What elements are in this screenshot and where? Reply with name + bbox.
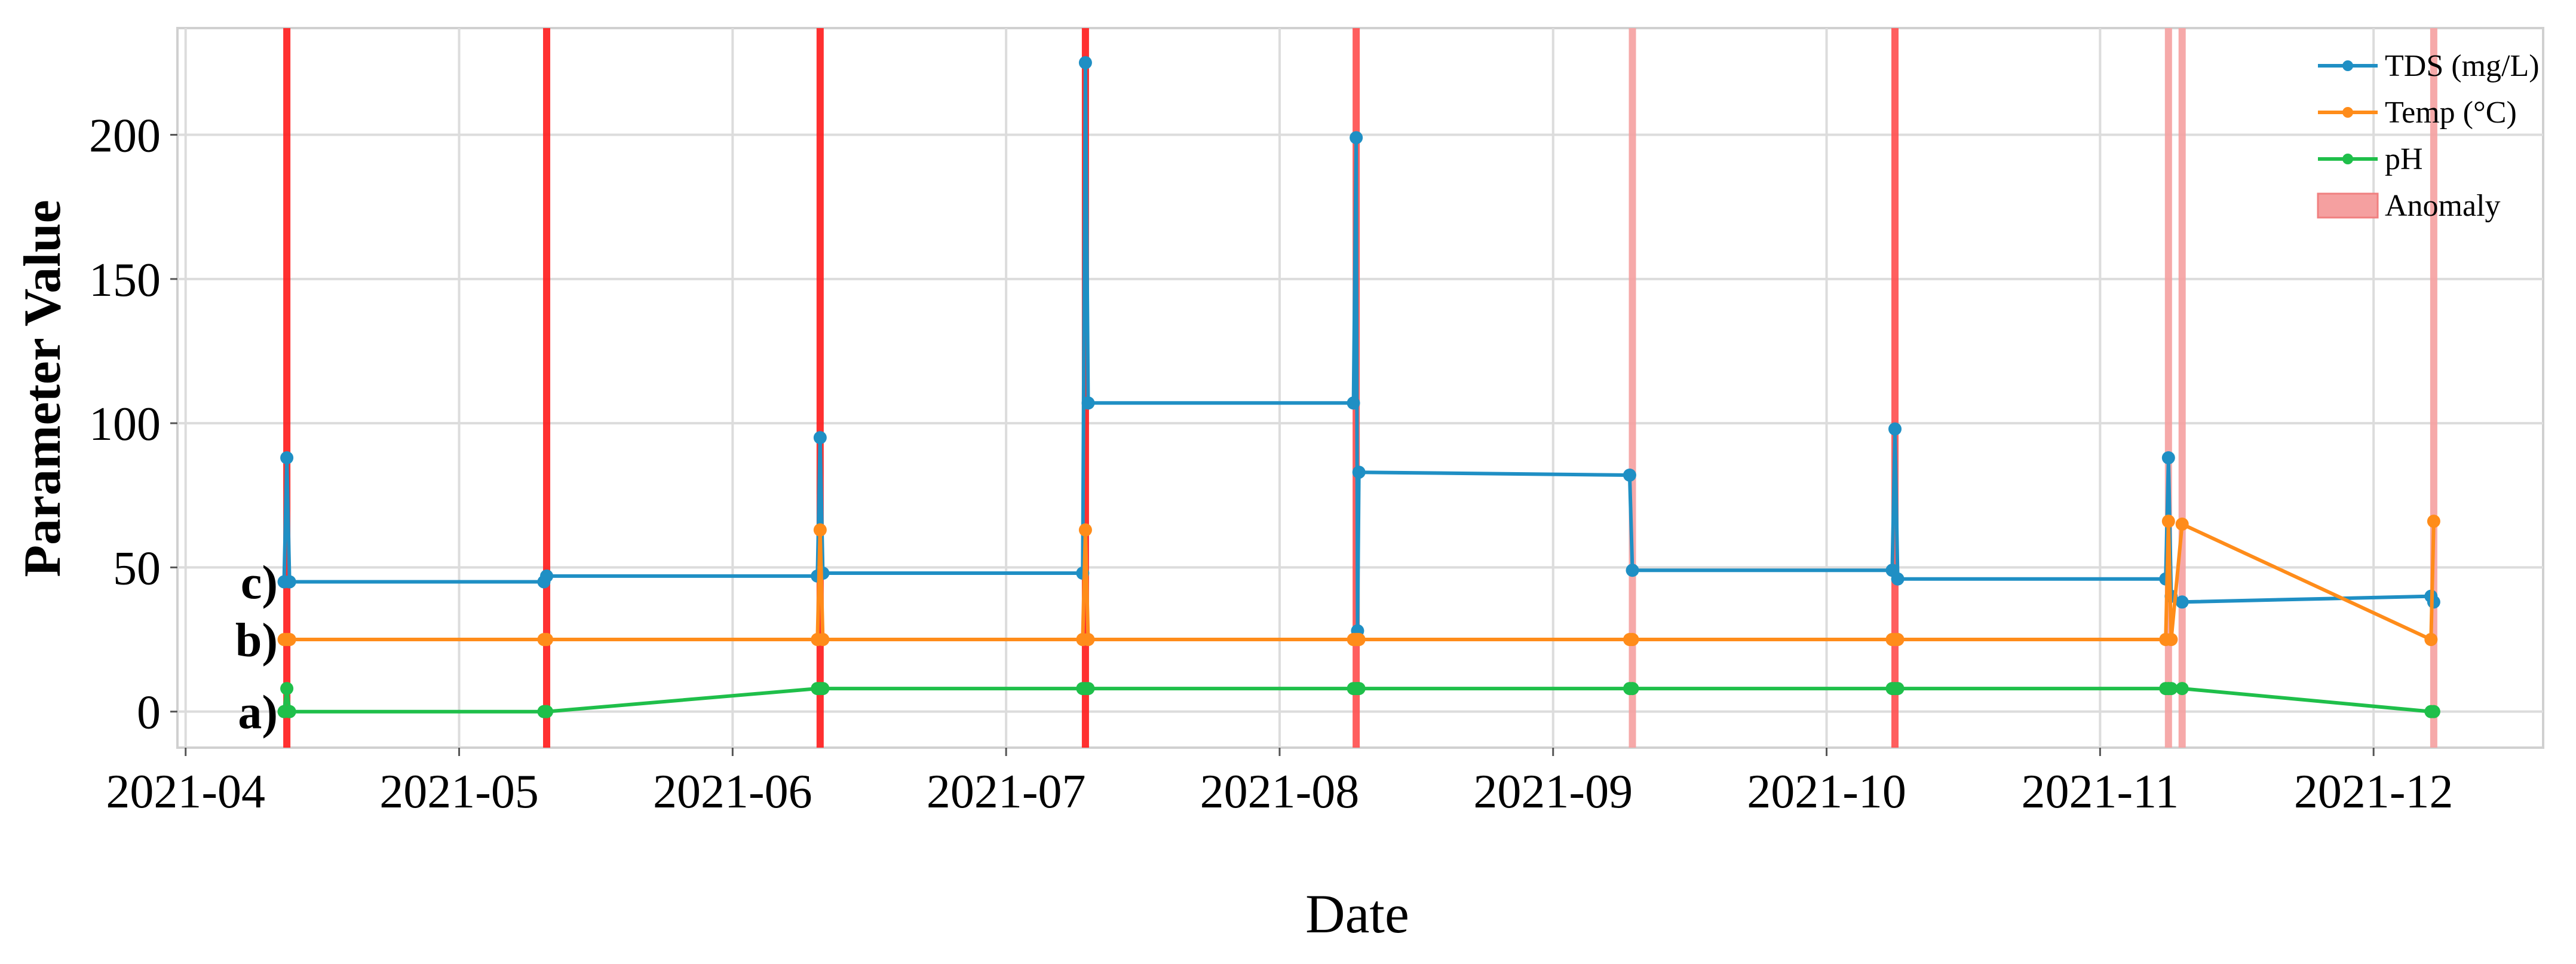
data-point bbox=[1352, 466, 1366, 479]
anomaly-band bbox=[543, 28, 551, 748]
data-point bbox=[1352, 633, 1366, 647]
x-tick-label: 2021-09 bbox=[1473, 766, 1633, 818]
data-point bbox=[1891, 572, 1905, 586]
legend-label: Temp (°C) bbox=[2385, 96, 2517, 130]
data-point bbox=[813, 431, 827, 445]
data-point bbox=[1626, 682, 1639, 696]
y-tick-label: 0 bbox=[137, 687, 161, 739]
x-tick-label: 2021-06 bbox=[653, 766, 812, 818]
data-point bbox=[1347, 396, 1360, 410]
legend-label: pH bbox=[2385, 142, 2423, 176]
data-point bbox=[2164, 682, 2178, 696]
data-point bbox=[283, 575, 296, 589]
data-point bbox=[1081, 633, 1095, 647]
y-tick-label: 200 bbox=[89, 110, 161, 163]
data-point bbox=[2161, 451, 2175, 465]
x-tick-label: 2021-05 bbox=[379, 766, 539, 818]
y-tick-label: 50 bbox=[113, 542, 161, 595]
data-point bbox=[2175, 518, 2189, 531]
y-tick-label: 100 bbox=[89, 398, 161, 451]
data-point bbox=[1891, 633, 1905, 647]
data-point bbox=[1078, 56, 1092, 69]
legend-marker bbox=[2342, 154, 2353, 164]
series-line bbox=[282, 60, 2436, 633]
data-point bbox=[283, 633, 296, 647]
data-point bbox=[540, 569, 554, 583]
x-tick-label: 2021-08 bbox=[1200, 766, 1360, 818]
y-tick-label: 150 bbox=[89, 254, 161, 307]
legend-swatch bbox=[2317, 192, 2379, 219]
data-point bbox=[1078, 523, 1092, 537]
data-point bbox=[2175, 595, 2189, 609]
data-point bbox=[1626, 633, 1639, 647]
data-point bbox=[2427, 515, 2440, 528]
data-point bbox=[540, 633, 554, 647]
data-point bbox=[2164, 633, 2178, 647]
anomaly-band bbox=[2178, 28, 2186, 748]
data-point bbox=[1081, 682, 1095, 696]
legend-marker bbox=[2342, 107, 2353, 118]
data-point bbox=[1626, 564, 1639, 577]
x-tick-label: 2021-07 bbox=[927, 766, 1086, 818]
data-point bbox=[2427, 705, 2440, 718]
data-point bbox=[1888, 422, 1902, 436]
legend-label: TDS (mg/L) bbox=[2385, 49, 2540, 83]
data-point bbox=[1891, 682, 1905, 696]
x-tick-label: 2021-10 bbox=[1747, 766, 1906, 818]
legend-label: Anomaly bbox=[2385, 189, 2501, 223]
data-point bbox=[280, 451, 294, 465]
x-tick-label: 2021-04 bbox=[106, 766, 265, 818]
data-point bbox=[283, 705, 296, 718]
y-axis-label: Parameter Value bbox=[14, 200, 72, 577]
annotation: c) bbox=[241, 557, 278, 610]
data-point bbox=[540, 705, 554, 718]
data-point bbox=[2175, 682, 2189, 696]
data-point bbox=[813, 523, 827, 537]
annotation: a) bbox=[238, 687, 278, 739]
data-point bbox=[2161, 515, 2175, 528]
x-tick-label: 2021-12 bbox=[2294, 766, 2454, 818]
data-point bbox=[1081, 396, 1095, 410]
data-point bbox=[2424, 633, 2438, 647]
annotation: b) bbox=[235, 614, 278, 667]
data-point bbox=[816, 633, 830, 647]
data-point bbox=[280, 682, 294, 696]
data-point bbox=[1352, 682, 1366, 696]
legend-marker bbox=[2342, 60, 2353, 71]
x-tick-label: 2021-11 bbox=[2022, 766, 2179, 818]
data-point bbox=[816, 682, 830, 696]
data-point bbox=[1350, 131, 1363, 145]
data-point bbox=[1623, 468, 1636, 482]
x-axis-label: Date bbox=[1305, 883, 1409, 944]
